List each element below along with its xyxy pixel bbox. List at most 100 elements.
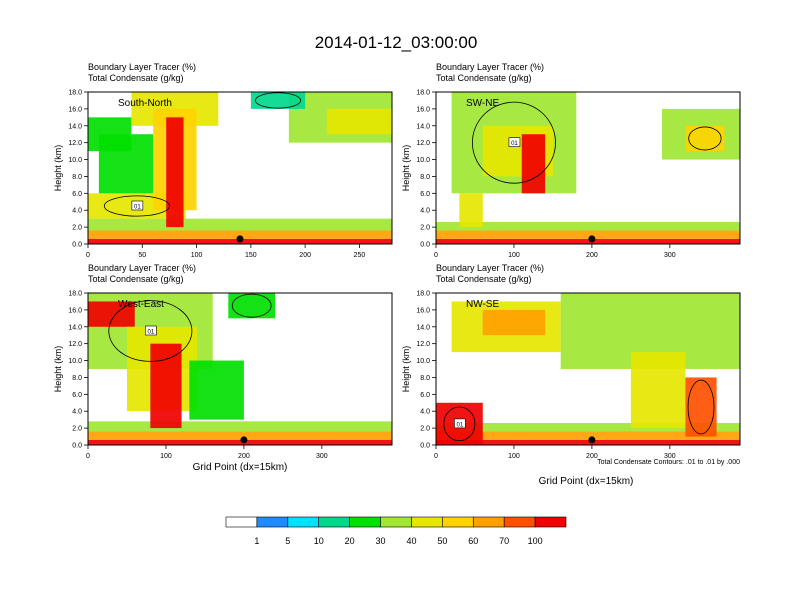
panel-frame [435, 292, 741, 446]
heatmap-cell [88, 439, 392, 445]
figure-title: 2014-01-12_03:00:00 [315, 33, 478, 52]
panels: Boundary Layer Tracer (%)Total Condensat… [53, 62, 741, 460]
x-tick-label: 100 [508, 252, 520, 259]
x-tick-label: 300 [664, 453, 676, 460]
contour-footnote: Total Condensate Contours: .01 to .01 by… [597, 459, 740, 466]
y-tick-label: 12.0 [68, 341, 82, 348]
y-tick-label: 10.0 [416, 157, 430, 164]
x-tick-label: 250 [354, 252, 366, 259]
condensate-contour [254, 92, 302, 109]
x-tick-label: 0 [86, 252, 90, 259]
colorbar-swatch [534, 516, 567, 528]
colorbar-label: 20 [345, 536, 355, 546]
y-tick-label: 4.0 [420, 409, 430, 416]
panel-subtitle-condensate: Total Condensate (g/kg) [88, 73, 184, 83]
y-tick-label: 8.0 [420, 375, 430, 382]
contour-label: 01 [457, 422, 464, 428]
y-tick-label: 14.0 [68, 123, 82, 130]
y-tick-label: 14.0 [416, 123, 430, 130]
y-axis-label: Height (km) [401, 346, 411, 393]
heatmap-cell [436, 431, 740, 440]
panel-subtitle-condensate: Total Condensate (g/kg) [436, 274, 532, 284]
y-tick-label: 12.0 [416, 341, 430, 348]
panel-frame [435, 91, 741, 245]
colorbar-swatch [287, 516, 320, 528]
heatmap-cell [88, 421, 392, 432]
heatmap-cell [685, 125, 725, 152]
y-tick-label: 10.0 [68, 157, 82, 164]
y-tick-label: 0.0 [72, 443, 82, 450]
panel-subtitle-condensate: Total Condensate (g/kg) [436, 73, 532, 83]
x-tick-label: 100 [508, 453, 520, 460]
y-tick-label: 0.0 [420, 443, 430, 450]
colorbar-swatch [472, 516, 505, 528]
y-tick-label: 4.0 [72, 208, 82, 215]
heatmap-cell [326, 108, 392, 135]
y-tick-label: 6.0 [420, 392, 430, 399]
heatmap-cell [88, 218, 392, 231]
colorbar-swatch [503, 516, 536, 528]
x-axis-label-right: Grid Point (dx=15km) [539, 476, 634, 487]
heatmap-cell [436, 222, 740, 231]
panel-subtitle-tracer: Boundary Layer Tracer (%) [436, 62, 544, 72]
y-tick-label: 2.0 [72, 225, 82, 232]
heatmap-cell [685, 377, 717, 437]
colorbar-swatch [349, 516, 381, 528]
contour-label: 01 [134, 205, 141, 211]
contour-label: 01 [148, 330, 155, 336]
heatmap-cell [150, 343, 182, 429]
contour-label: 01 [511, 141, 518, 147]
colorbar-label: 40 [406, 536, 416, 546]
y-tick-label: 18.0 [416, 291, 430, 298]
colorbar-swatch [256, 516, 289, 528]
colorbar-label: 70 [499, 536, 509, 546]
contour-label-box [508, 137, 521, 147]
panel-4: Boundary Layer Tracer (%)Total Condensat… [401, 263, 741, 460]
condensate-contour [688, 126, 722, 151]
panel-field: 01 [436, 92, 740, 244]
panel-subtitle-condensate: Total Condensate (g/kg) [88, 274, 184, 284]
contour-label-box [131, 200, 144, 211]
x-axis-label-left: Grid Point (dx=15km) [193, 462, 288, 473]
y-tick-label: 10.0 [68, 358, 82, 365]
colorbar-label: 50 [437, 536, 447, 546]
y-tick-label: 14.0 [416, 324, 430, 331]
colorbar: 1 5 10 20 30 40 50 60 70 100 [225, 516, 567, 546]
heatmap-cell [630, 352, 686, 429]
y-tick-label: 18.0 [68, 90, 82, 97]
location-marker [236, 235, 244, 243]
x-tick-label: 300 [664, 252, 676, 259]
colorbar-label: 30 [376, 536, 386, 546]
y-tick-label: 14.0 [68, 324, 82, 331]
x-tick-label: 100 [160, 453, 172, 460]
condensate-contour [687, 379, 715, 435]
y-tick-label: 8.0 [420, 174, 430, 181]
y-axis-label: Height (km) [53, 346, 63, 393]
heatmap-cell [250, 92, 306, 109]
y-tick-label: 0.0 [72, 242, 82, 249]
x-tick-label: 50 [138, 252, 146, 259]
x-tick-label: 100 [191, 252, 203, 259]
colorbar-label: 60 [468, 536, 478, 546]
condensate-contour [443, 406, 476, 442]
y-tick-label: 18.0 [68, 291, 82, 298]
panel-subtitle-tracer: Boundary Layer Tracer (%) [88, 62, 196, 72]
heatmap-cell [436, 230, 740, 239]
panel-frame [87, 91, 393, 245]
heatmap-cell [436, 439, 740, 445]
y-tick-label: 6.0 [72, 392, 82, 399]
heatmap-cell [521, 134, 546, 194]
colorbar-label: 100 [528, 536, 543, 546]
panel-field: 01 [436, 293, 740, 445]
heatmap-cell [459, 193, 483, 228]
panel-inner-label: SW-NE [466, 98, 499, 109]
y-tick-label: 12.0 [416, 140, 430, 147]
x-tick-label: 0 [86, 453, 90, 460]
heatmap-cell [88, 230, 392, 239]
y-tick-label: 16.0 [416, 307, 430, 314]
x-tick-label: 150 [245, 252, 257, 259]
location-marker [588, 436, 596, 444]
x-tick-label: 300 [316, 453, 328, 460]
x-tick-label: 200 [238, 453, 250, 460]
